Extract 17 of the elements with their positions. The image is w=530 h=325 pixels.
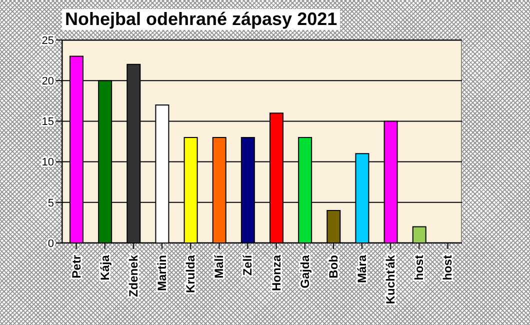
x-tick-label: Martin (155, 255, 169, 291)
chart-title: Nohejbal odehrané zápasy 2021 (62, 9, 340, 30)
x-tick-label: Kuchťák (384, 254, 398, 304)
x-tick-label: Gajda (298, 254, 312, 288)
y-tick-label: 20 (42, 76, 54, 88)
x-tick-label: Zdenek (126, 254, 140, 298)
x-tick-label: Bob (326, 255, 340, 278)
x-tick-label: Zelí (240, 254, 255, 276)
x-tick-label: Petr (69, 254, 84, 278)
y-tick-label: 5 (48, 197, 54, 210)
x-tick-label: host (440, 255, 455, 280)
x-tick-label: Mára (355, 254, 369, 284)
x-tick-label: Malí (212, 254, 226, 278)
x-tick-label: host (412, 255, 426, 280)
x-tick-label: Krulda (184, 254, 198, 294)
x-tick-label: Honza (269, 254, 284, 291)
x-tick-label: Kája (98, 254, 112, 280)
